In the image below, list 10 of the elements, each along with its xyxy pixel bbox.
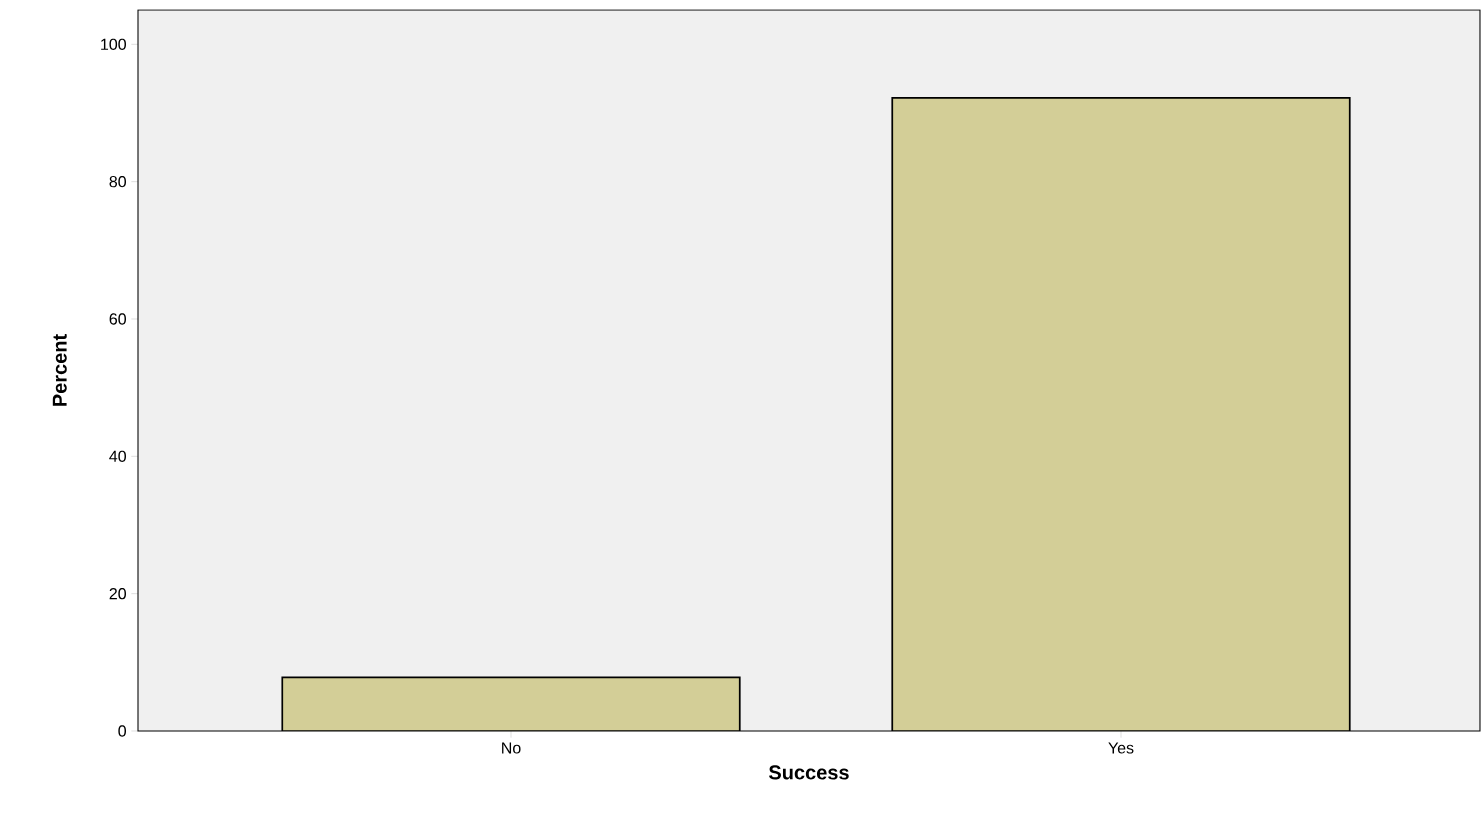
y-tick-label: 20 xyxy=(109,588,127,600)
y-tick-label: 0 xyxy=(118,725,127,737)
x-tick-label: Yes xyxy=(1108,742,1134,754)
y-tick-label: 80 xyxy=(109,176,127,188)
x-tick-label: No xyxy=(502,742,521,754)
y-tick-label: 40 xyxy=(109,450,127,462)
y-tick-label: 100 xyxy=(101,38,126,50)
y-tick-label: 60 xyxy=(109,313,127,325)
x-axis-title: Success xyxy=(768,765,849,780)
y-axis-title: Percent xyxy=(52,334,67,406)
